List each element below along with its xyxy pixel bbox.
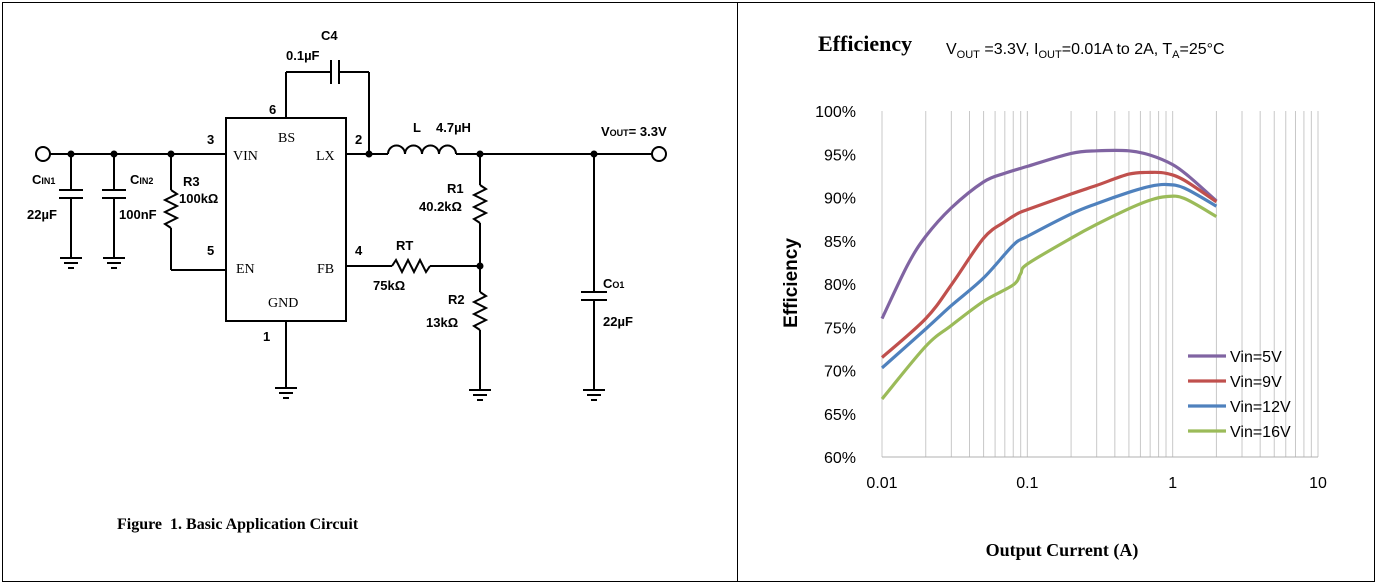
series-line-vin-16v: [880, 194, 1218, 401]
inductor-l: [387, 144, 457, 155]
pin-label-fb: FB: [317, 262, 334, 277]
y-tick-label: 70%: [824, 364, 856, 381]
legend-label: Vin=12V: [1230, 399, 1291, 416]
chart-subtitle: VOUT =3.3V, IOUT=0.01A to 2A, TA=25°C: [946, 41, 1225, 61]
r3-name: R3: [183, 174, 200, 189]
chart-title: Efficiency: [818, 31, 912, 56]
vout-label: VOUT= 3.3V: [601, 124, 667, 139]
y-tick-label: 65%: [824, 407, 856, 424]
panel-divider: [737, 2, 738, 582]
r1-name: R1: [447, 181, 464, 196]
pin-number-3: 3: [207, 132, 214, 147]
inductor-value: 4.7µH: [436, 120, 471, 135]
y-tick-label: 100%: [815, 104, 856, 121]
vout-terminal: [651, 146, 667, 162]
rt-value: 75kΩ: [373, 278, 405, 293]
series-line-vin-9v: [880, 170, 1218, 359]
x-tick-label: 0.01: [866, 475, 897, 492]
pin-number-1: 1: [263, 329, 270, 344]
inductor-name: L: [413, 120, 421, 135]
y-tick-label: 95%: [824, 147, 856, 164]
x-tick-label: 10: [1309, 475, 1327, 492]
pin-number-2: 2: [355, 132, 362, 147]
r3-value: 100kΩ: [179, 191, 218, 206]
plot-grid: [881, 111, 1319, 458]
cin2-name: CIN2: [130, 172, 153, 187]
co1-value: 22µF: [603, 314, 633, 329]
y-tick-label: 60%: [824, 450, 856, 467]
pin-number-6: 6: [269, 102, 276, 117]
x-axis-ticks: 0.01 0.1 1 10: [866, 475, 1327, 492]
plot-lines: [880, 148, 1218, 401]
legend: Vin=5V Vin=9V Vin=12V Vin=16V: [1188, 349, 1291, 441]
r2-value: 13kΩ: [426, 315, 458, 330]
legend-label: Vin=9V: [1230, 374, 1282, 391]
y-tick-label: 85%: [824, 234, 856, 251]
ground-symbols: [60, 257, 605, 401]
pin-label-vin: VIN: [233, 149, 258, 164]
r2-name: R2: [448, 292, 465, 307]
cin1-name: CIN1: [32, 172, 55, 187]
y-tick-label: 90%: [824, 191, 856, 208]
pin-label-lx: LX: [316, 149, 335, 164]
legend-label: Vin=16V: [1230, 424, 1291, 441]
legend-label: Vin=5V: [1230, 349, 1282, 366]
y-axis-ticks: 100% 95% 90% 85% 80% 75% 70% 65% 60%: [815, 104, 856, 467]
r1-value: 40.2kΩ: [419, 199, 462, 214]
y-axis-label: Efficiency: [781, 238, 802, 328]
vin-terminal: [35, 146, 51, 162]
pin-label-en: EN: [236, 262, 255, 277]
rt-name: RT: [396, 238, 413, 253]
x-axis-label: Output Current (A): [986, 540, 1139, 561]
series-line-vin-12v: [880, 182, 1218, 370]
y-tick-label: 80%: [824, 277, 856, 294]
c4-value: 0.1µF: [286, 48, 320, 63]
c4-name: C4: [321, 28, 338, 43]
co1-name: CO1: [603, 276, 624, 291]
series-line-vin-5v: [880, 148, 1218, 320]
cin2-value: 100nF: [119, 207, 157, 222]
pin-number-4: 4: [355, 243, 363, 258]
pin-label-gnd: GND: [268, 296, 298, 311]
cin1-value: 22µF: [27, 207, 57, 222]
y-tick-label: 75%: [824, 320, 856, 337]
x-tick-label: 0.1: [1016, 475, 1038, 492]
application-circuit: VIN BS LX EN FB GND 3 6 2 5 4 1 C4 0.1µF…: [27, 28, 667, 533]
x-tick-label: 1: [1168, 475, 1177, 492]
pin-number-5: 5: [207, 243, 214, 258]
figure-caption: Figure 1. Basic Application Circuit: [117, 516, 359, 533]
pin-label-bs: BS: [278, 131, 295, 146]
